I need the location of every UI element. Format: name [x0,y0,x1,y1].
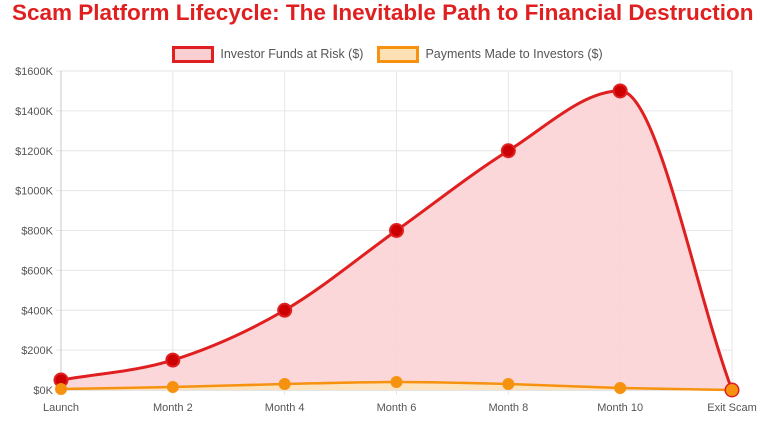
x-tick-label: Month 10 [597,402,643,414]
payments-point-2 [278,378,291,391]
legend-label-investor-funds: Investor Funds at Risk ($) [220,47,364,61]
y-tick-label: $1400K [15,106,54,118]
legend-item-investor-funds[interactable]: Investor Funds at Risk ($) [172,45,364,63]
payments-point-0 [55,383,67,396]
investor-funds-line [59,89,734,392]
y-tick-label: $800K [21,226,53,238]
investor-funds-point-5 [612,83,628,99]
investor-funds-point-3 [389,223,404,238]
x-tick-label: Month 2 [153,402,193,414]
payments-point-4 [502,378,515,391]
payments-point-5 [614,382,627,395]
y-tick-label: $200K [21,345,53,357]
investor-funds-point-2 [277,302,293,318]
x-tick-label: Month 8 [488,402,528,414]
y-tick-label: $0K [33,385,53,397]
payments-point-1 [166,381,179,394]
legend-label-payments: Payments Made to Investors ($) [425,47,603,61]
series-points [53,83,740,398]
payments-point-3 [390,376,403,389]
x-tick-label: Launch [43,402,79,414]
payments-point-6 [726,384,738,396]
legend-item-payments[interactable]: Payments Made to Investors ($) [377,45,603,63]
y-tick-label: $1600K [15,66,54,78]
chart-legend: Investor Funds at Risk ($) Payments Made… [0,42,775,66]
investor-funds-area [61,90,732,390]
investor-funds-point-4 [500,143,516,159]
chart-title: Scam Platform Lifecycle: The Inevitable … [12,0,754,25]
x-tick-label: Month 6 [377,402,417,414]
legend-swatch-payments [377,45,420,63]
legend-swatch-investor-funds [172,45,215,63]
y-tick-label: $600K [21,265,53,277]
axes: $0K $200K $400K $600K $800K $1000K $1200K $1400… [15,66,757,414]
investor-funds-point-1 [165,352,181,368]
x-tick-label: Exit Scam [707,402,757,414]
y-tick-label: $400K [21,305,53,317]
y-tick-label: $1000K [15,186,54,198]
x-tick-label: Month 4 [265,402,305,414]
y-tick-label: $1200K [15,146,54,158]
